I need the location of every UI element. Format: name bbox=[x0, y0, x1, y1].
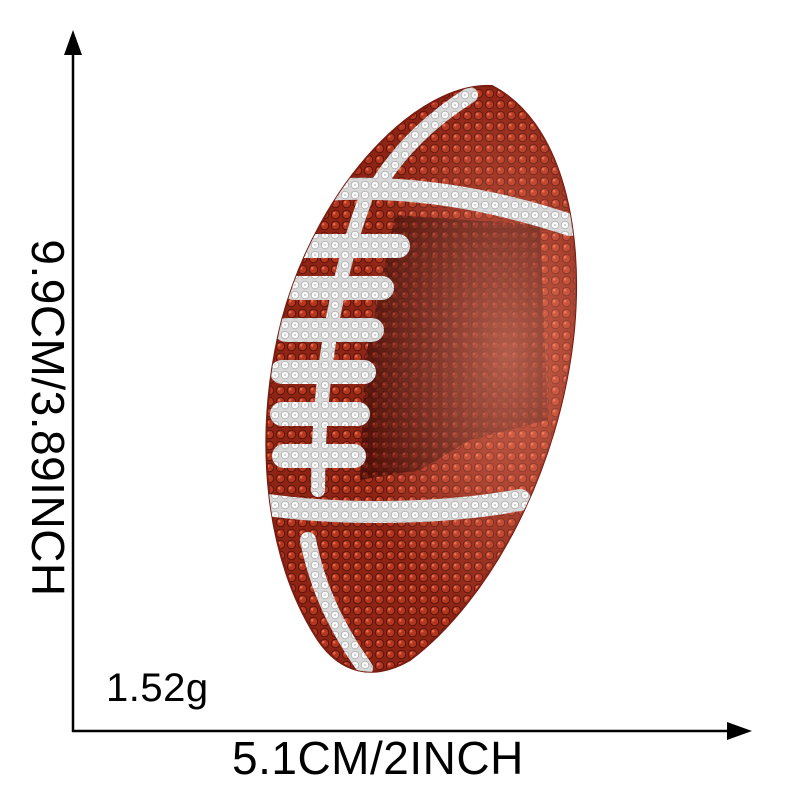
dimension-axes bbox=[64, 30, 752, 740]
football-lower-band bbox=[266, 489, 531, 523]
horizontal-axis-arrowhead bbox=[727, 722, 752, 740]
football-bottom-stripe bbox=[300, 532, 373, 672]
football-upper-band bbox=[314, 177, 577, 236]
width-dimension-label: 5.1CM/2INCH bbox=[232, 732, 524, 784]
vertical-axis-arrowhead bbox=[64, 30, 82, 55]
football-sequin-patch bbox=[265, 84, 578, 673]
football-laces bbox=[270, 234, 410, 468]
football-top-stripe bbox=[370, 87, 478, 193]
weight-label: 1.52g bbox=[106, 666, 209, 710]
height-dimension-label: 9.9CM/3.89INCH bbox=[22, 239, 74, 597]
